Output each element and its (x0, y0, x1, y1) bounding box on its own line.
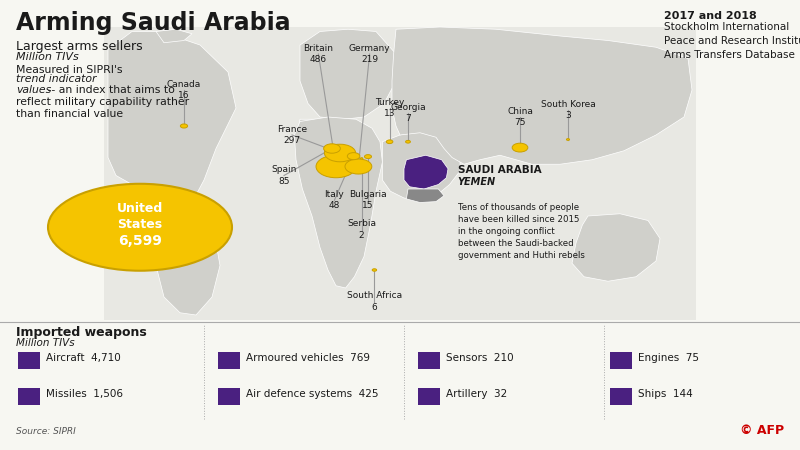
Circle shape (180, 124, 188, 128)
Text: Tens of thousands of people
have been killed since 2015
in the ongoing conflict
: Tens of thousands of people have been ki… (458, 202, 585, 260)
Text: Source: SIPRI: Source: SIPRI (16, 428, 76, 436)
Text: Turkey
13: Turkey 13 (375, 98, 404, 118)
Circle shape (566, 139, 570, 140)
Circle shape (360, 158, 363, 159)
Text: Missiles  1,506: Missiles 1,506 (46, 389, 123, 399)
Text: Stockholm International
Peace and Research Institute
Arms Transfers Database: Stockholm International Peace and Resear… (664, 22, 800, 60)
Circle shape (406, 140, 410, 143)
Text: Sensors  210: Sensors 210 (446, 353, 514, 363)
Text: Million TIVs: Million TIVs (16, 338, 74, 348)
Circle shape (386, 140, 393, 144)
Polygon shape (572, 214, 660, 281)
Polygon shape (156, 216, 220, 315)
Text: Germany
219: Germany 219 (349, 44, 390, 64)
Text: Italy
48: Italy 48 (325, 190, 344, 210)
Text: Arming Saudi Arabia: Arming Saudi Arabia (16, 11, 290, 35)
Text: 6,599: 6,599 (118, 234, 162, 248)
Polygon shape (406, 189, 444, 202)
Ellipse shape (48, 184, 232, 271)
Bar (104, 27, 696, 319)
Text: Canada
16: Canada 16 (167, 80, 201, 100)
Text: Air defence systems  425: Air defence systems 425 (246, 389, 379, 399)
Polygon shape (382, 130, 460, 200)
Text: Imported weapons: Imported weapons (16, 326, 146, 339)
Bar (218, 352, 240, 369)
Text: Spain
85: Spain 85 (271, 166, 297, 185)
Polygon shape (108, 32, 236, 216)
Bar (418, 388, 440, 405)
Circle shape (316, 155, 356, 178)
Text: Armoured vehicles  769: Armoured vehicles 769 (246, 353, 370, 363)
Bar (418, 352, 440, 369)
Polygon shape (296, 119, 320, 144)
Text: Serbia
2: Serbia 2 (347, 220, 376, 239)
Text: China
75: China 75 (507, 107, 533, 127)
Polygon shape (156, 29, 192, 43)
Circle shape (345, 159, 372, 174)
Circle shape (512, 143, 528, 152)
Bar (218, 388, 240, 405)
Polygon shape (392, 27, 692, 164)
Text: Aircraft  4,710: Aircraft 4,710 (46, 353, 121, 363)
Polygon shape (300, 29, 396, 119)
Circle shape (324, 144, 356, 162)
Bar (18, 388, 40, 405)
Text: YEMEN: YEMEN (458, 177, 496, 187)
Bar (610, 388, 632, 405)
Bar (610, 352, 632, 369)
Text: © AFP: © AFP (740, 423, 784, 436)
Text: France
297: France 297 (277, 125, 307, 145)
Text: Largest arms sellers: Largest arms sellers (16, 40, 142, 53)
Text: South Africa
6: South Africa 6 (347, 292, 402, 311)
Text: -- an index that aims to
reflect military capability rather
than financial value: -- an index that aims to reflect militar… (16, 74, 189, 119)
Text: SAUDI ARABIA: SAUDI ARABIA (458, 165, 542, 175)
Text: Engines  75: Engines 75 (638, 353, 699, 363)
Text: trend indicator
values: trend indicator values (16, 74, 97, 95)
Text: Million TIVs: Million TIVs (16, 52, 78, 62)
Circle shape (365, 155, 371, 158)
Text: 2017 and 2018: 2017 and 2018 (664, 11, 757, 21)
Circle shape (372, 269, 377, 271)
Polygon shape (404, 155, 448, 189)
Text: United
States: United States (117, 202, 163, 230)
Circle shape (324, 144, 340, 153)
Polygon shape (294, 117, 382, 288)
Circle shape (347, 153, 360, 160)
Text: Artillery  32: Artillery 32 (446, 389, 508, 399)
Text: Georgia
7: Georgia 7 (390, 104, 426, 123)
Text: South Korea
3: South Korea 3 (541, 100, 595, 120)
Text: Bulgaria
15: Bulgaria 15 (349, 190, 387, 210)
Text: Britain
486: Britain 486 (303, 44, 334, 64)
Bar (18, 352, 40, 369)
Text: Measured in SIPRI's: Measured in SIPRI's (16, 65, 126, 75)
Text: Ships  144: Ships 144 (638, 389, 693, 399)
